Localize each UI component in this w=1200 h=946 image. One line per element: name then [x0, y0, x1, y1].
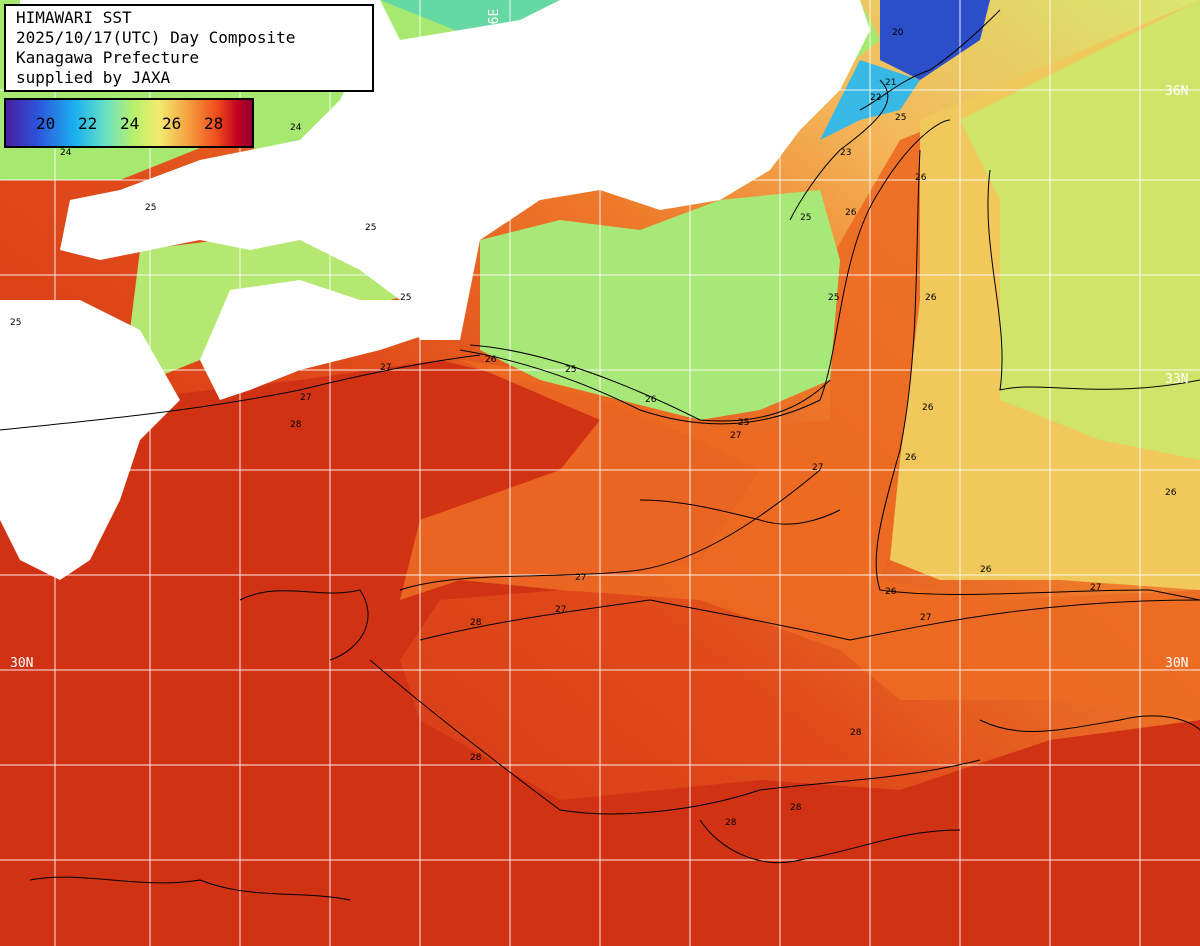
contour-label: 26 [915, 173, 927, 183]
sst-contours [0, 9, 1200, 901]
contour-label: 26 [885, 587, 897, 597]
lat-label-30n-right: 30N [1165, 656, 1188, 671]
contour-label: 28 [470, 618, 482, 628]
contour-label: 25 [800, 213, 811, 223]
title-line-1: HIMAWARI SST [16, 8, 132, 27]
contour-label: 27 [300, 393, 311, 403]
contour-label: 25 [738, 418, 749, 428]
contour-label: 25 [365, 223, 376, 233]
contour-label: 25 [565, 365, 576, 375]
land-kii-peninsula [600, 0, 740, 90]
contour-label: 25 [828, 293, 839, 303]
contour-label: 25 [145, 203, 156, 213]
contour-labels: 26 25 25 26 27 28 27 27 27 27 27 27 26 2… [10, 28, 1177, 828]
contour-label: 27 [555, 605, 566, 615]
coastal-green-water [480, 190, 840, 420]
title-line-2: 2025/10/17(UTC) Day Composite [16, 28, 296, 47]
contour-label: 26 [905, 453, 917, 463]
contour-label: 28 [850, 728, 862, 738]
contour-label: 27 [812, 463, 823, 473]
contour-label: 27 [730, 431, 741, 441]
scale-label-26: 26 [162, 114, 182, 133]
contour-label: 24 [290, 123, 302, 133]
contour-label: 20 [892, 28, 904, 38]
scale-label-22: 22 [78, 114, 98, 133]
scale-label-24: 24 [120, 114, 140, 133]
scale-label-20: 20 [36, 114, 56, 133]
contour-label: 26 [645, 395, 657, 405]
title-box: HIMAWARI SST 2025/10/17(UTC) Day Composi… [4, 4, 374, 92]
contour-label: 24 [60, 148, 72, 158]
contour-label: 26 [980, 565, 992, 575]
title-line-3: Kanagawa Prefecture [16, 48, 200, 67]
contour-label: 26 [845, 208, 857, 218]
contour-label: 26 [922, 403, 934, 413]
contour-label: 21 [885, 78, 896, 88]
contour-label: 25 [10, 318, 21, 328]
lat-label-30n-left: 30N [10, 656, 33, 671]
contour-label: 27 [380, 363, 391, 373]
contour-label: 28 [725, 818, 737, 828]
scale-label-28: 28 [204, 114, 224, 133]
cold-water-region [880, 0, 990, 80]
contour-label: 25 [895, 113, 906, 123]
contour-label: 26 [925, 293, 937, 303]
contour-label: 26 [485, 355, 497, 365]
color-scale-bar: 20 22 24 26 28 [4, 98, 254, 148]
contour-label: 27 [1090, 583, 1101, 593]
lat-label-33n: 33N [1165, 372, 1188, 387]
contour-label: 22 [870, 93, 881, 103]
contour-label: 28 [790, 803, 802, 813]
contour-label: 28 [290, 420, 302, 430]
contour-label: 27 [575, 573, 586, 583]
contour-label: 23 [840, 148, 851, 158]
contour-label: 27 [920, 613, 931, 623]
contour-label: 25 [400, 293, 411, 303]
lon-label-126e: 126E [487, 9, 502, 40]
warm-water-region [0, 360, 1200, 946]
title-line-4: supplied by JAXA [16, 68, 171, 87]
lat-label-36n: 36N [1165, 84, 1188, 99]
contour-label: 28 [470, 753, 482, 763]
contour-label: 26 [1165, 488, 1177, 498]
